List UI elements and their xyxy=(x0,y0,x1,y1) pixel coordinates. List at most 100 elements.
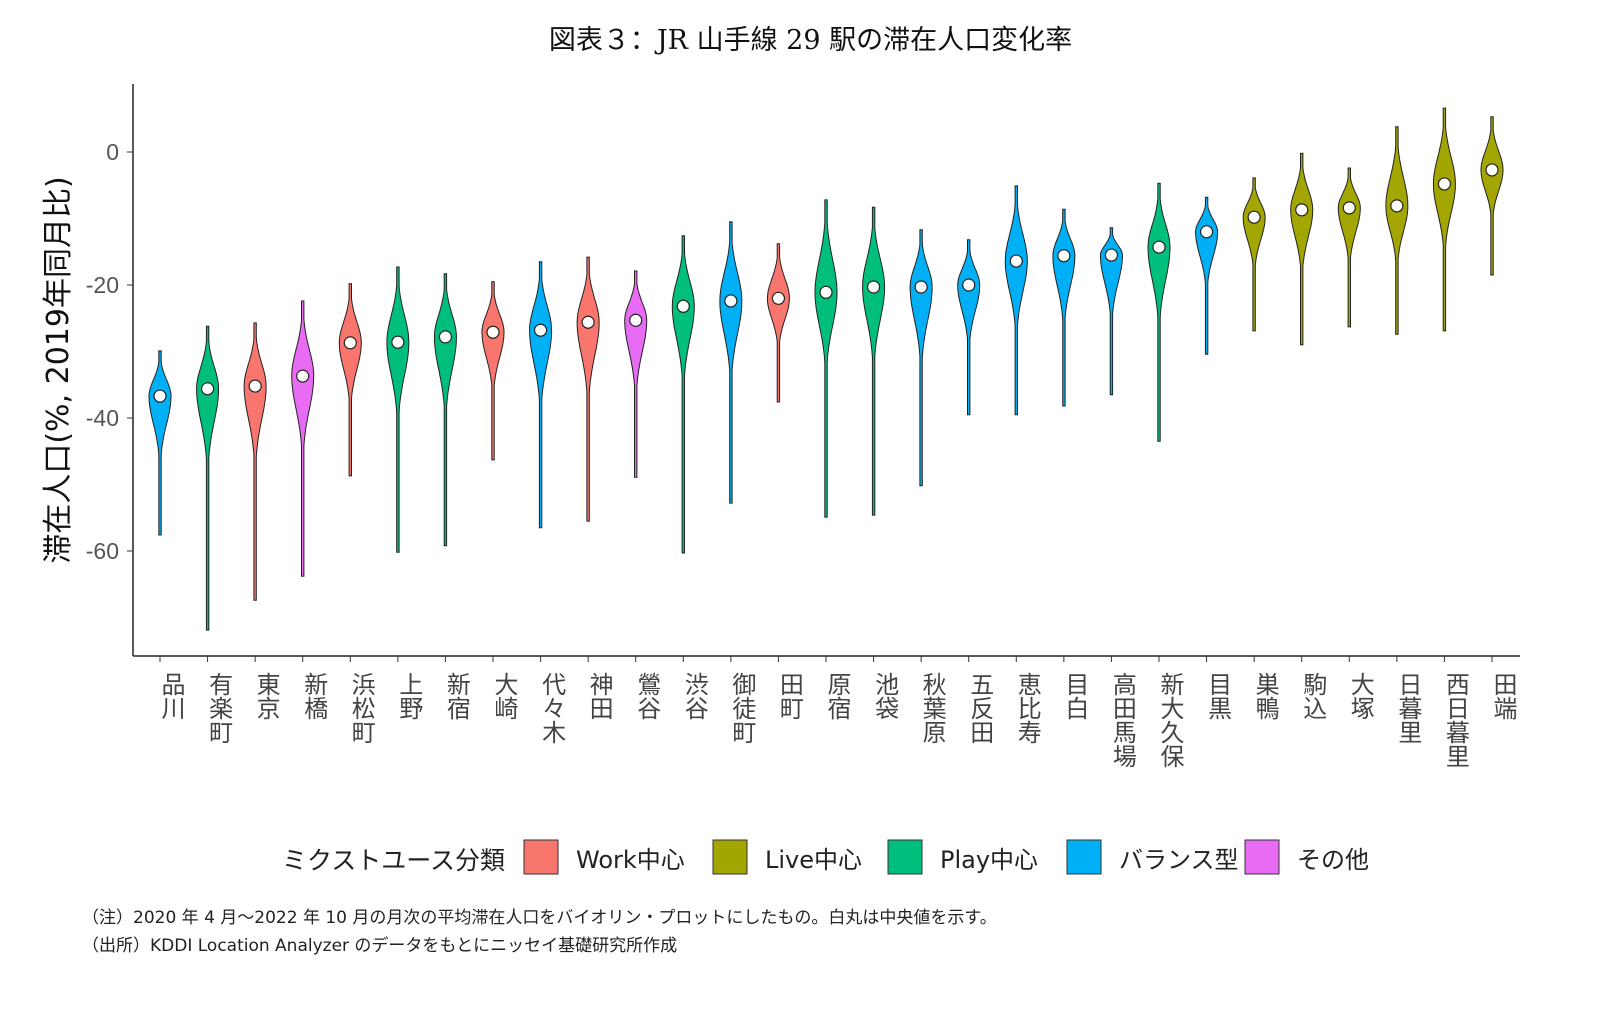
median-point-神田 xyxy=(581,315,595,329)
chart-title: 図表３：JR 山手線 29 駅の滞在人口変化率 xyxy=(548,25,1073,56)
median-point-新橋 xyxy=(296,369,310,383)
violin-新橋 xyxy=(291,300,315,577)
median-point-渋谷 xyxy=(676,299,690,313)
violin-巣鴨 xyxy=(1242,177,1266,332)
median-point-新宿 xyxy=(438,330,453,344)
violin-新大久保 xyxy=(1147,182,1171,442)
x-tick-label: 秋葉原 xyxy=(918,672,946,744)
violin-東京 xyxy=(243,322,267,601)
violin-有楽町 xyxy=(196,325,219,631)
x-tick-label: 目白 xyxy=(1061,672,1089,720)
violin-駒込 xyxy=(1290,152,1314,346)
violin-渋谷 xyxy=(671,235,695,554)
median-point-池袋 xyxy=(866,280,881,294)
median-point-東京 xyxy=(248,379,262,393)
median-point-代々木 xyxy=(533,323,548,337)
x-tick-label: 日暮里 xyxy=(1394,672,1422,744)
y-tick-label: -20 xyxy=(86,272,119,298)
x-tick-label: 新橋 xyxy=(300,672,328,720)
median-point-秋葉原 xyxy=(914,280,928,294)
violin-原宿 xyxy=(814,199,838,518)
violin-代々木 xyxy=(529,261,553,529)
x-tick-label: 田端 xyxy=(1489,672,1517,720)
x-tick-label: 御徒町 xyxy=(728,672,756,744)
x-tick-label: 大塚 xyxy=(1346,672,1374,720)
violin-田町 xyxy=(766,243,790,403)
x-tick-label: 高田馬場 xyxy=(1108,672,1136,768)
violin-日暮里 xyxy=(1385,126,1409,335)
median-point-有楽町 xyxy=(200,382,215,396)
violin-大塚 xyxy=(1337,167,1361,328)
x-tick-label: 原宿 xyxy=(823,672,851,720)
violin-鶯谷 xyxy=(624,270,648,478)
violin-御徒町 xyxy=(719,221,743,504)
median-point-浜松町 xyxy=(343,336,357,350)
violin-池袋 xyxy=(862,206,886,516)
legend-title: ミクストユース分類 xyxy=(282,846,505,875)
median-point-田端 xyxy=(1485,163,1499,177)
x-tick-label: 上野 xyxy=(395,672,423,720)
violin-五反田 xyxy=(957,239,981,416)
legend-swatch-Live中心 xyxy=(712,839,748,875)
median-point-原宿 xyxy=(819,285,833,299)
violin-目黒 xyxy=(1195,196,1219,355)
median-point-上野 xyxy=(391,335,405,349)
x-tick-label: 渋谷 xyxy=(680,672,708,720)
violin-田端 xyxy=(1480,116,1504,276)
x-tick-label: 新宿 xyxy=(442,672,470,720)
legend-label-バランス型: バランス型 xyxy=(1119,846,1239,874)
median-point-鶯谷 xyxy=(629,313,643,327)
legend-swatch-バランス型 xyxy=(1066,839,1102,875)
x-tick-label: 有楽町 xyxy=(205,672,233,744)
median-point-日暮里 xyxy=(1390,199,1404,213)
x-tick-label: 五反田 xyxy=(966,672,994,744)
x-tick-label: 新大久保 xyxy=(1156,672,1184,768)
x-tick-label: 鶯谷 xyxy=(633,672,661,720)
x-tick-label: 池袋 xyxy=(871,672,899,720)
median-point-五反田 xyxy=(962,278,976,292)
legend-swatch-Play中心 xyxy=(887,839,923,875)
median-point-恵比寿 xyxy=(1009,254,1023,268)
legend-label-Work中心: Work中心 xyxy=(576,846,685,874)
x-tick-label: 神田 xyxy=(585,672,613,720)
median-point-大崎 xyxy=(486,325,500,339)
x-tick-label: 東京 xyxy=(252,672,280,720)
legend-label-その他: その他 xyxy=(1297,846,1369,874)
median-point-高田馬場 xyxy=(1104,248,1119,262)
median-point-目黒 xyxy=(1199,225,1214,239)
median-point-品川 xyxy=(153,389,167,403)
median-point-西日暮里 xyxy=(1437,177,1452,191)
median-point-目白 xyxy=(1057,249,1071,263)
violin-目白 xyxy=(1052,208,1076,407)
violin-高田馬場 xyxy=(1099,227,1123,396)
legend-swatch-Work中心 xyxy=(523,839,559,875)
violin-浜松町 xyxy=(338,283,362,477)
violin-神田 xyxy=(576,256,600,522)
legend-label-Play中心: Play中心 xyxy=(940,846,1038,874)
x-tick-label: 大崎 xyxy=(490,672,518,720)
x-tick-label: 田町 xyxy=(775,672,803,720)
y-axis-label: 滞在人口(%, 2019年同月比) xyxy=(41,176,76,563)
x-tick-label: 恵比寿 xyxy=(1013,672,1041,744)
violin-大崎 xyxy=(481,281,505,461)
legend-label-Live中心: Live中心 xyxy=(765,846,862,874)
x-tick-label: 駒込 xyxy=(1299,672,1327,720)
median-point-駒込 xyxy=(1295,203,1309,217)
source-note: （出所）KDDI Location Analyzer のデータをもとにニッセイ基… xyxy=(82,936,678,956)
median-point-田町 xyxy=(771,291,786,305)
y-tick-label: -40 xyxy=(86,405,119,431)
legend-swatch-その他 xyxy=(1244,839,1280,875)
median-point-新大久保 xyxy=(1152,240,1166,254)
violin-西日暮里 xyxy=(1432,107,1456,332)
footnote: （注）2020 年 4 月～2022 年 10 月の月次の平均滞在人口をバイオリ… xyxy=(82,908,997,928)
violin-上野 xyxy=(386,266,410,553)
median-point-御徒町 xyxy=(724,294,738,308)
violin-新宿 xyxy=(433,273,457,547)
median-point-巣鴨 xyxy=(1247,210,1261,224)
x-tick-label: 目黒 xyxy=(1204,672,1232,720)
x-tick-label: 品川 xyxy=(157,672,185,720)
x-tick-label: 浜松町 xyxy=(347,672,375,744)
violin-秋葉原 xyxy=(909,229,933,487)
violin-品川 xyxy=(148,350,172,536)
